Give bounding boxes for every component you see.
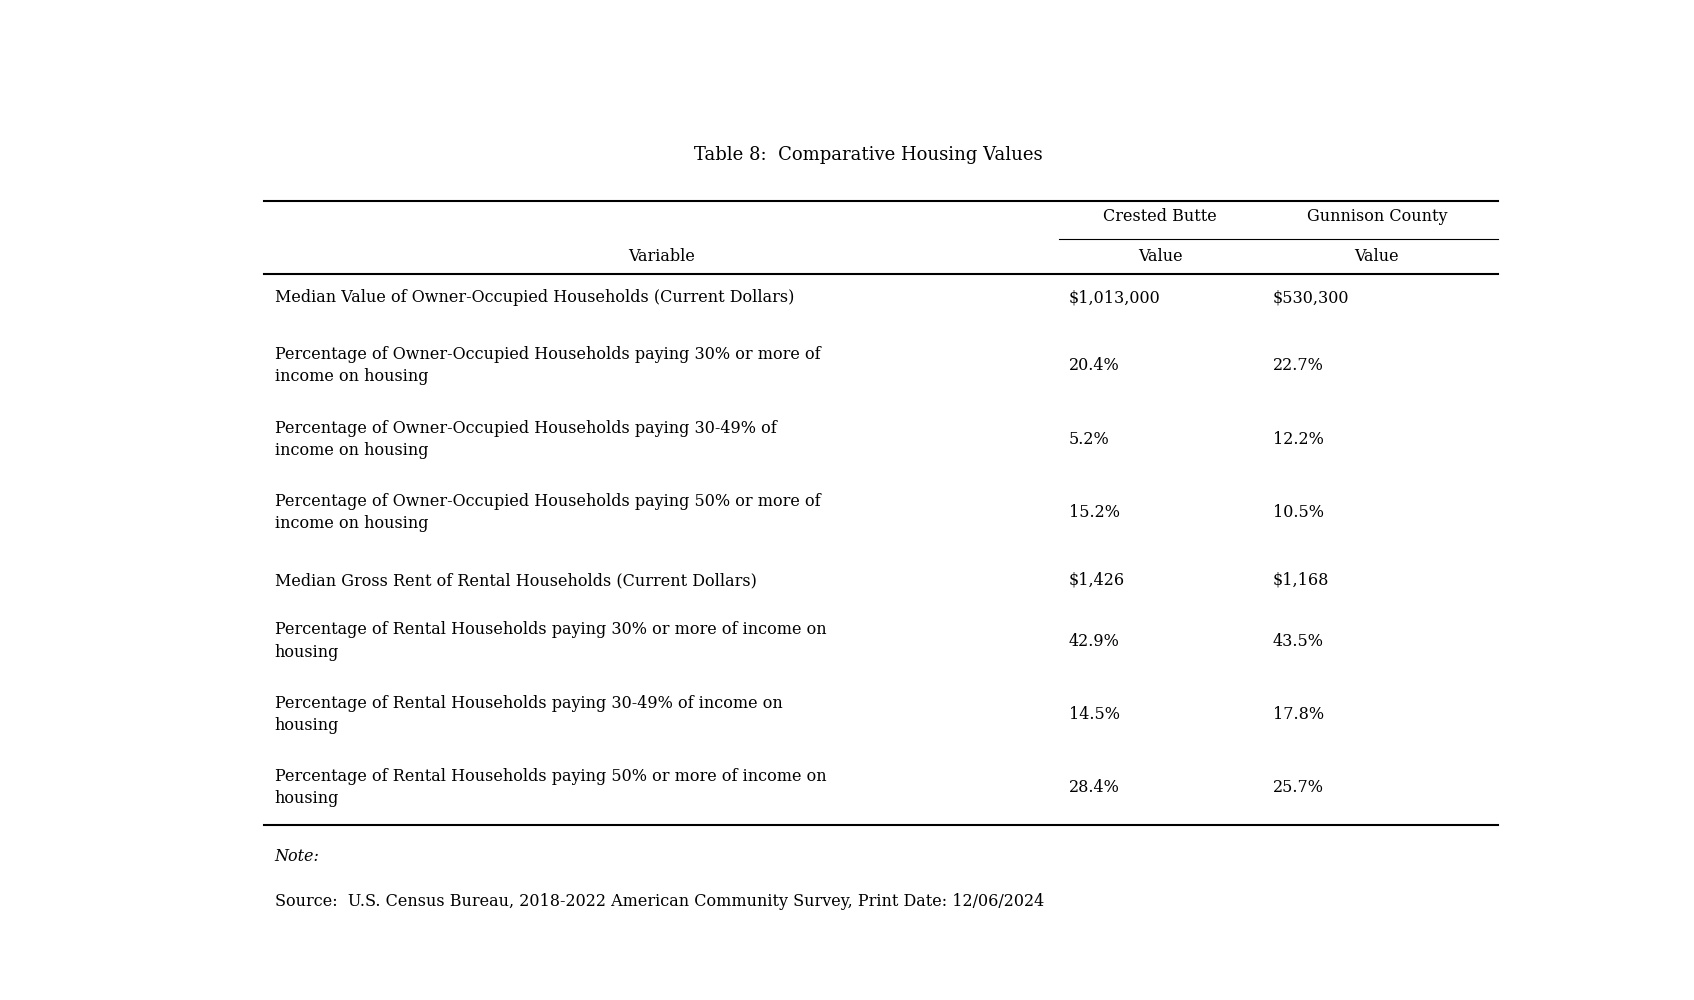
- Text: Median Gross Rent of Rental Households (Current Dollars): Median Gross Rent of Rental Households (…: [274, 572, 757, 589]
- Text: 5.2%: 5.2%: [1069, 431, 1110, 448]
- Text: 14.5%: 14.5%: [1069, 706, 1120, 723]
- Text: 28.4%: 28.4%: [1069, 779, 1120, 796]
- Text: Percentage of Rental Households paying 50% or more of income on
housing: Percentage of Rental Households paying 5…: [274, 768, 827, 807]
- Text: Crested Butte: Crested Butte: [1103, 208, 1218, 225]
- Text: Value: Value: [1355, 248, 1399, 265]
- Text: Note:: Note:: [274, 848, 320, 865]
- Text: 22.7%: 22.7%: [1272, 357, 1323, 374]
- Text: Source:  U.S. Census Bureau, 2018-2022 American Community Survey, Print Date: 12: Source: U.S. Census Bureau, 2018-2022 Am…: [274, 893, 1044, 910]
- Text: 17.8%: 17.8%: [1272, 706, 1323, 723]
- Text: 12.2%: 12.2%: [1272, 431, 1323, 448]
- Text: 43.5%: 43.5%: [1272, 633, 1323, 650]
- Text: Gunnison County: Gunnison County: [1306, 208, 1447, 225]
- Text: Median Value of Owner-Occupied Households (Current Dollars): Median Value of Owner-Occupied Household…: [274, 289, 794, 306]
- Text: Percentage of Owner-Occupied Households paying 30% or more of
income on housing: Percentage of Owner-Occupied Households …: [274, 346, 820, 385]
- Text: Table 8:  Comparative Housing Values: Table 8: Comparative Housing Values: [695, 146, 1042, 164]
- Text: $1,168: $1,168: [1272, 572, 1328, 589]
- Text: 15.2%: 15.2%: [1069, 504, 1120, 521]
- Text: Percentage of Owner-Occupied Households paying 50% or more of
income on housing: Percentage of Owner-Occupied Households …: [274, 493, 820, 532]
- Text: 42.9%: 42.9%: [1069, 633, 1120, 650]
- Text: Percentage of Rental Households paying 30-49% of income on
housing: Percentage of Rental Households paying 3…: [274, 695, 783, 734]
- Text: Value: Value: [1138, 248, 1182, 265]
- Text: $530,300: $530,300: [1272, 289, 1348, 306]
- Text: 20.4%: 20.4%: [1069, 357, 1120, 374]
- Text: $1,426: $1,426: [1069, 572, 1125, 589]
- Text: $1,013,000: $1,013,000: [1069, 289, 1160, 306]
- Text: Percentage of Rental Households paying 30% or more of income on
housing: Percentage of Rental Households paying 3…: [274, 621, 827, 661]
- Text: Variable: Variable: [628, 248, 695, 265]
- Text: 25.7%: 25.7%: [1272, 779, 1323, 796]
- Text: Percentage of Owner-Occupied Households paying 30-49% of
income on housing: Percentage of Owner-Occupied Households …: [274, 420, 776, 459]
- Text: 10.5%: 10.5%: [1272, 504, 1323, 521]
